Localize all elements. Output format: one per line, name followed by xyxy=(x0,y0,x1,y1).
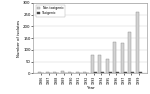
Bar xyxy=(106,59,109,73)
Bar xyxy=(128,32,131,73)
Bar xyxy=(38,72,41,73)
Bar xyxy=(76,72,79,73)
Bar xyxy=(91,55,94,73)
Bar xyxy=(113,42,116,73)
Bar xyxy=(136,12,139,73)
Bar xyxy=(53,72,56,73)
Bar xyxy=(101,72,104,73)
X-axis label: Year: Year xyxy=(86,86,94,90)
Bar xyxy=(68,72,71,73)
Bar xyxy=(109,72,112,73)
Bar xyxy=(46,72,49,73)
Bar xyxy=(131,72,134,73)
Bar xyxy=(98,55,101,73)
Bar xyxy=(61,70,64,73)
Y-axis label: Number of isolates: Number of isolates xyxy=(17,20,21,57)
Bar xyxy=(124,72,127,73)
Bar xyxy=(139,72,142,73)
Legend: Non-toxigenic, Toxigenic: Non-toxigenic, Toxigenic xyxy=(36,5,65,17)
Bar xyxy=(116,72,119,73)
Bar xyxy=(121,43,124,73)
Bar xyxy=(83,72,86,73)
Bar xyxy=(94,72,97,73)
